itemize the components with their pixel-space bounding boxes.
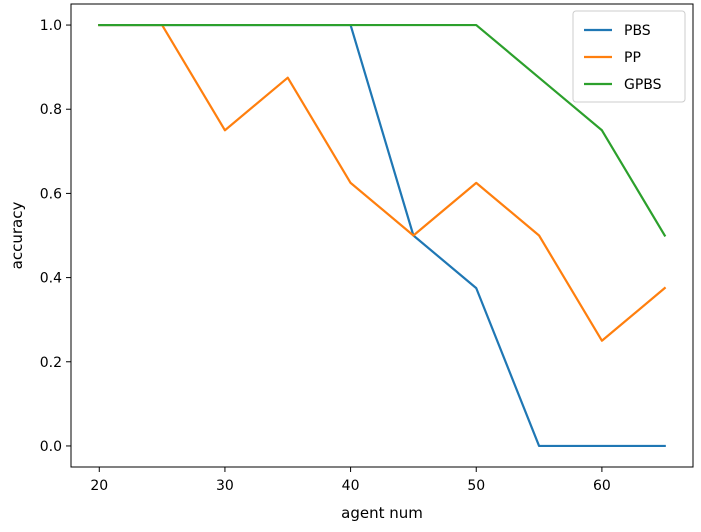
x-tick-label: 50 [467,478,485,494]
legend-label: PP [624,50,641,66]
x-tick-label: 60 [593,478,611,494]
y-axis-label: accuracy [8,202,26,270]
x-tick-label: 30 [216,478,234,494]
y-tick-label: 0.4 [40,271,62,287]
legend: PBS PP GPBS [572,10,686,103]
legend-label: GPBS [624,77,662,93]
x-tick-label: 40 [342,478,360,494]
y-tick-label: 0.2 [40,355,62,371]
series-line-pp [98,23,667,342]
legend-box [572,10,686,103]
y-tick-label: 0.0 [40,439,62,455]
y-tick-label: 1.0 [40,18,62,34]
x-axis-ticks: 20 30 40 50 60 [90,467,611,494]
x-tick-label: 20 [90,478,108,494]
y-tick-label: 0.6 [40,186,62,202]
y-axis-ticks: 0.0 0.2 0.4 0.6 0.8 1.0 [40,18,71,455]
legend-label: PBS [624,23,651,39]
series-line-gpbs [98,23,667,238]
series-layer [98,23,667,448]
y-tick-label: 0.8 [40,102,62,118]
x-axis-label: agent num [341,504,423,522]
plot-frame [70,3,694,468]
